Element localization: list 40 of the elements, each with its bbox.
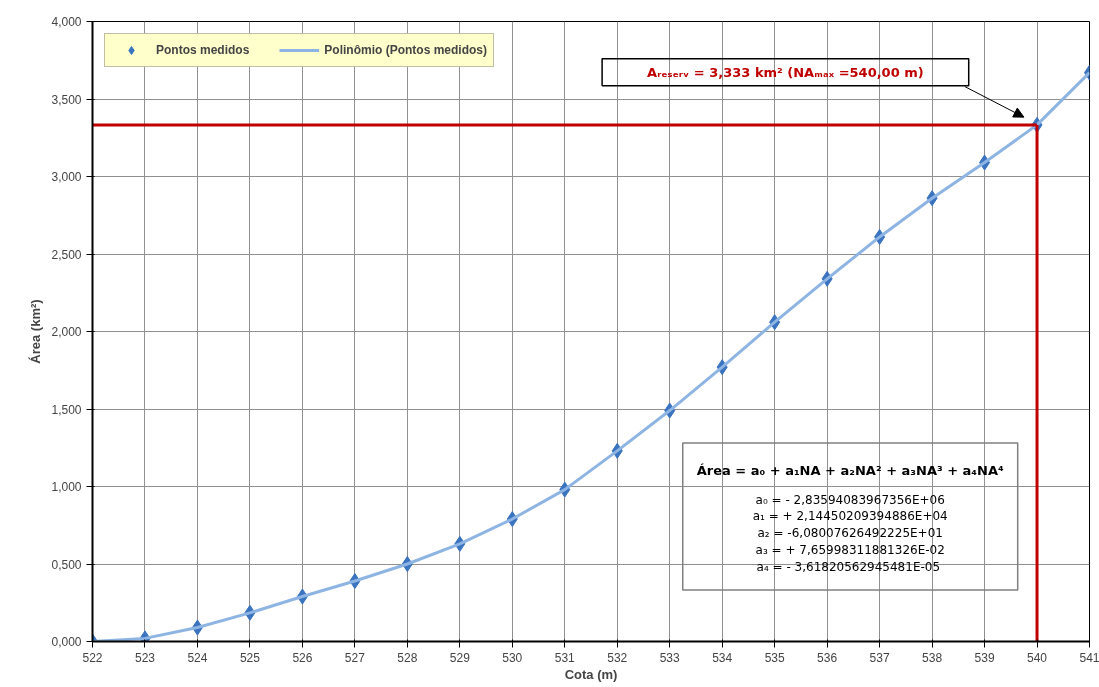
y-axis-title: Área (km²) bbox=[28, 299, 44, 364]
annotation: Aᵣₑₛₑᵣᵥ = 3,333 km² (NAₘₐₓ =540,00 m) bbox=[647, 64, 924, 80]
annotation: a₃ = + 7,65998311881326E-02 bbox=[755, 543, 945, 558]
y-tick-label: 0,000 bbox=[51, 635, 82, 649]
y-tick-label: 2,500 bbox=[51, 247, 82, 262]
annotation: Área = a₀ + a₁NA + a₂NA² + a₃NA³ + a₄NA⁴ bbox=[696, 463, 1005, 479]
x-tick-label: 531 bbox=[554, 650, 576, 665]
y-tick-label: 3,500 bbox=[51, 92, 82, 107]
x-tick-label: 527 bbox=[344, 650, 366, 665]
y-tick-label: 0,500 bbox=[51, 557, 82, 572]
y-tick-label: 2,000 bbox=[51, 325, 82, 339]
x-tick-label: 526 bbox=[292, 650, 313, 665]
y-tick-label: 3,000 bbox=[51, 170, 82, 184]
annotation: a₂ = -6,08007626492225E+01 bbox=[757, 526, 943, 541]
annotation: a₀ = - 2,83594083967356E+06 bbox=[755, 492, 945, 507]
x-tick-label: 530 bbox=[502, 650, 523, 665]
x-tick-label: 538 bbox=[922, 650, 943, 665]
legend-label: Polinômio (Pontos medidos) bbox=[324, 43, 488, 57]
x-tick-label: 523 bbox=[134, 650, 156, 665]
x-tick-label: 535 bbox=[764, 650, 785, 665]
annotation: a₄ = - 3,61820562945481E-05 bbox=[756, 559, 941, 574]
x-tick-label: 541 bbox=[1079, 650, 1099, 665]
x-tick-label: 539 bbox=[974, 650, 995, 665]
x-tick-label: 533 bbox=[659, 650, 681, 665]
y-tick-label: 4,000 bbox=[51, 15, 82, 29]
y-tick-label: 1,000 bbox=[51, 480, 82, 494]
x-tick-label: 529 bbox=[449, 650, 471, 665]
x-tick-label: 537 bbox=[869, 650, 890, 665]
x-tick-label: 522 bbox=[82, 650, 103, 665]
x-tick-label: 528 bbox=[397, 650, 418, 665]
x-tick-label: 540 bbox=[1027, 650, 1048, 665]
x-tick-label: 525 bbox=[239, 650, 261, 665]
legend-label: Pontos medidos bbox=[156, 43, 250, 57]
x-tick-label: 536 bbox=[817, 650, 838, 665]
x-tick-label: 532 bbox=[607, 650, 628, 665]
x-axis-title: Cota (m) bbox=[564, 666, 618, 682]
annotation: a₁ = + 2,14450209394886E+04 bbox=[752, 509, 948, 524]
x-tick-label: 524 bbox=[187, 650, 208, 665]
x-tick-label: 534 bbox=[712, 650, 733, 665]
y-tick-label: 1,500 bbox=[51, 402, 82, 417]
